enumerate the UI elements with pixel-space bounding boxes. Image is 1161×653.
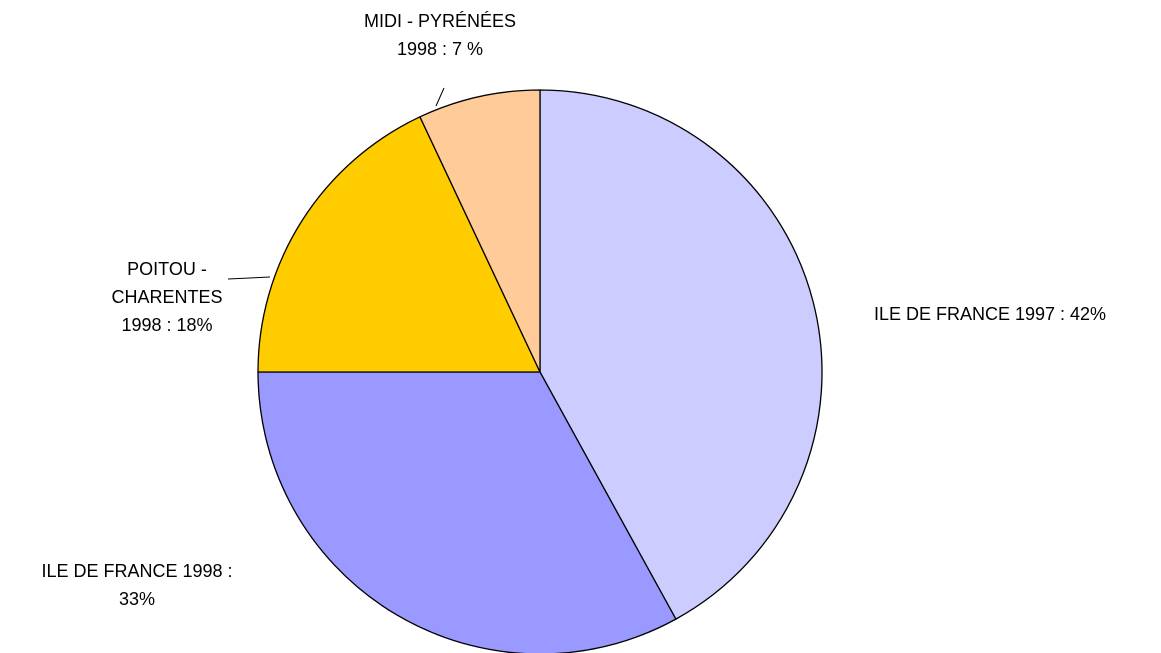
leader-line — [435, 87, 445, 107]
slice-label: 1998 : 18% — [121, 315, 212, 335]
slice-label: 1998 : 7 % — [397, 39, 483, 59]
slice-label: POITOU - — [127, 259, 207, 279]
pie-slice — [539, 89, 823, 621]
slice-label: CHARENTES — [111, 287, 222, 307]
slice-label: 33% — [119, 589, 155, 609]
slice-label: ILE DE FRANCE 1998 : — [41, 561, 232, 581]
leader-line — [227, 276, 271, 280]
pie-slice — [257, 371, 677, 653]
pie-slice — [419, 89, 541, 373]
slice-label: ILE DE FRANCE 1997 : 42% — [874, 304, 1106, 324]
slice-label: MIDI - PYRÉNÉES — [364, 11, 516, 31]
pie-slice — [257, 115, 542, 373]
